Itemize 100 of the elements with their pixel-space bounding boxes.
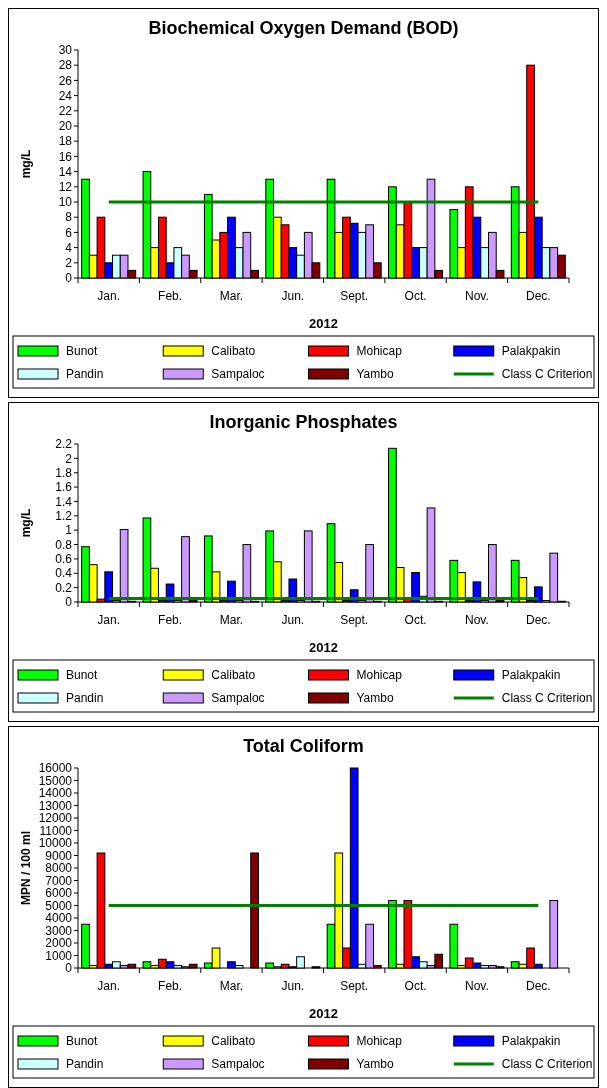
- y-tick-label: 2: [65, 451, 73, 466]
- y-tick-label: 15000: [38, 773, 73, 788]
- x-tick-label: Oct.: [404, 979, 427, 993]
- legend-label: Pandin: [66, 367, 104, 382]
- y-tick-label: 0: [65, 271, 73, 286]
- y-tick-label: 11000: [39, 823, 73, 838]
- legend-label: Pandin: [66, 691, 104, 706]
- legend-label: Sampaloc: [211, 1057, 265, 1072]
- legend-label: Class C Criterion: [501, 367, 593, 382]
- y-tick-label: 1: [65, 523, 73, 538]
- y-tick-label: 1.6: [55, 480, 73, 495]
- x-tick-label: Sept.: [340, 613, 369, 627]
- y-tick-label: 6: [65, 225, 73, 240]
- legend-label: Sampaloc: [211, 691, 265, 706]
- y-tick-label: 20: [58, 119, 73, 134]
- y-tick-label: 5000: [45, 898, 73, 913]
- y-tick-label: 18: [58, 134, 73, 149]
- legend-label: Class C Criterion: [501, 691, 593, 706]
- legend-label: Mohicap: [356, 1034, 403, 1049]
- y-tick-label: 2: [65, 256, 73, 270]
- x-tick-label: Sept.: [340, 979, 369, 993]
- y-tick-label: 8000: [45, 861, 73, 876]
- x-tick-label: Feb.: [158, 289, 183, 303]
- chart-title: Biochemical Oxygen Demand (BOD): [148, 18, 459, 38]
- legend-label: Yambo: [356, 1057, 394, 1072]
- legend-label: Bunot: [66, 344, 99, 359]
- y-tick-label: 0: [65, 595, 73, 610]
- x-tick-label: Feb.: [158, 979, 183, 993]
- legend-label: Palakpakin: [501, 1034, 561, 1049]
- legend-label: Calibato: [211, 668, 256, 683]
- y-tick-label: 4: [65, 240, 73, 255]
- y-tick-label: 10000: [38, 836, 73, 851]
- x-tick-label: Nov.: [465, 289, 489, 303]
- legend-label: Yambo: [356, 367, 394, 382]
- x-tick-label: Oct.: [404, 613, 427, 627]
- x-tick-label: Dec.: [525, 613, 551, 627]
- y-tick-label: 28: [58, 58, 73, 73]
- y-tick-label: 22: [58, 104, 73, 118]
- y-tick-label: 0.6: [55, 552, 73, 567]
- y-tick-label: 8: [65, 210, 73, 225]
- x-tick-label: Mar.: [219, 613, 244, 627]
- legend-label: Mohicap: [356, 668, 403, 683]
- y-axis-title: mg/L: [19, 508, 33, 538]
- y-tick-label: 9000: [45, 848, 73, 863]
- y-tick-label: 30: [58, 43, 73, 58]
- x-tick-label: Sept.: [340, 289, 369, 303]
- chart-title: Inorganic Phosphates: [209, 412, 398, 432]
- x-tick-label: Mar.: [219, 979, 244, 993]
- y-tick-label: 2.2: [55, 437, 73, 452]
- legend-label: Pandin: [66, 1057, 104, 1072]
- y-tick-label: 0.2: [55, 580, 73, 595]
- y-tick-label: 14000: [38, 786, 73, 801]
- x-tick-label: Jan.: [97, 613, 121, 627]
- y-tick-label: 26: [58, 73, 73, 88]
- legend-label: Palakpakin: [501, 668, 561, 683]
- x-tick-label: Nov.: [465, 979, 489, 993]
- x-axis-title: 2012: [309, 1006, 338, 1021]
- x-tick-label: Dec.: [525, 979, 551, 993]
- legend-label: Bunot: [66, 668, 99, 683]
- x-tick-label: Jun.: [281, 613, 305, 627]
- y-axis-title: MPN / 100 ml: [19, 830, 33, 906]
- legend-label: Bunot: [66, 1034, 99, 1049]
- y-axis-title: mg/L: [19, 149, 33, 179]
- legend-label: Sampaloc: [211, 367, 265, 382]
- chart-title: Total Coliform: [243, 736, 364, 756]
- x-tick-label: Dec.: [525, 289, 551, 303]
- legend-label: Calibato: [211, 1034, 256, 1049]
- legend-label: Palakpakin: [501, 344, 561, 359]
- y-tick-label: 24: [58, 88, 73, 103]
- x-tick-label: Nov.: [465, 613, 489, 627]
- y-tick-label: 6000: [45, 886, 73, 901]
- y-tick-label: 3000: [45, 923, 73, 938]
- x-tick-label: Jun.: [281, 289, 305, 303]
- x-tick-label: Jan.: [97, 979, 121, 993]
- y-tick-label: 2000: [45, 936, 73, 951]
- y-tick-label: 10: [58, 195, 73, 210]
- y-tick-label: 1000: [45, 948, 73, 963]
- y-tick-label: 12000: [38, 811, 73, 826]
- x-axis-title: 2012: [309, 640, 338, 655]
- x-tick-label: Feb.: [158, 613, 183, 627]
- y-tick-label: 1.8: [55, 465, 73, 480]
- x-tick-label: Jan.: [97, 289, 121, 303]
- y-tick-label: 1.4: [55, 494, 73, 509]
- y-tick-label: 0: [65, 961, 73, 976]
- x-tick-label: Oct.: [404, 289, 427, 303]
- y-tick-label: 14: [58, 164, 73, 179]
- x-tick-label: Jun.: [281, 979, 305, 993]
- x-tick-label: Mar.: [219, 289, 244, 303]
- y-tick-label: 1.2: [55, 509, 73, 524]
- y-tick-label: 0.8: [55, 537, 73, 552]
- legend-label: Class C Criterion: [501, 1057, 593, 1072]
- y-tick-label: 4000: [45, 911, 73, 926]
- legend-label: Mohicap: [356, 344, 403, 359]
- y-tick-label: 0.4: [55, 566, 73, 581]
- y-tick-label: 7000: [45, 873, 73, 888]
- y-tick-label: 13000: [38, 798, 73, 813]
- x-axis-title: 2012: [309, 316, 338, 331]
- y-tick-label: 16: [58, 149, 73, 164]
- y-tick-label: 16000: [38, 761, 73, 776]
- legend-label: Yambo: [356, 691, 394, 706]
